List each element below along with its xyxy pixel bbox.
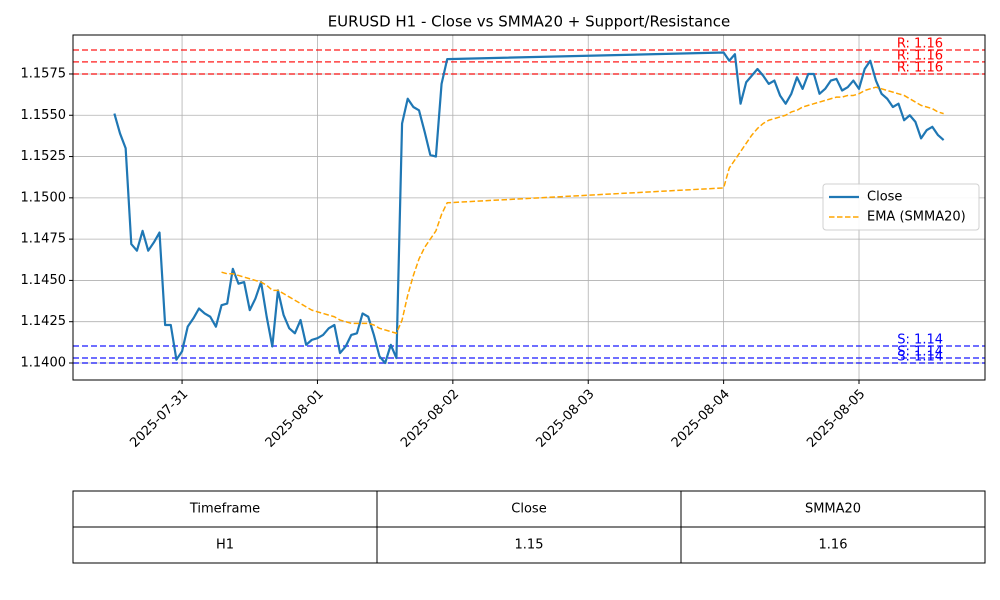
y-tick-label: 1.1550 — [21, 108, 67, 123]
table-cell-text: H1 — [216, 538, 234, 553]
legend-box — [822, 183, 980, 231]
table-cell — [376, 526, 682, 564]
y-tick-label: 1.1525 — [21, 149, 67, 164]
table-cell-text: 1.16 — [819, 538, 848, 553]
series-line — [221, 86, 944, 335]
series-line — [113, 51, 945, 365]
level-label: S: 1.14 — [897, 332, 943, 347]
level-label: R: 1.16 — [897, 60, 943, 75]
table-cell-text: Timeframe — [189, 502, 260, 517]
table-cell — [680, 526, 986, 564]
level-label: S: 1.14 — [897, 345, 943, 360]
y-tick-label: 1.1475 — [21, 232, 67, 247]
level-label: R: 1.16 — [897, 48, 943, 63]
y-tick-label: 1.1575 — [21, 66, 67, 81]
y-tick-label: 1.1450 — [21, 273, 67, 288]
y-tick-label: 1.1500 — [21, 190, 67, 205]
legend: Close EMA (SMMA20) — [822, 183, 980, 231]
legend-label: Close — [867, 190, 902, 205]
chart-title: EURUSD H1 - Close vs SMMA20 + Support/Re… — [328, 13, 731, 31]
legend-label: EMA (SMMA20) — [867, 210, 966, 225]
table-cell-text: 1.15 — [515, 538, 544, 553]
table-cell — [72, 490, 378, 528]
y-tick-label: 1.1425 — [21, 314, 67, 329]
table-cell-text: Close — [511, 502, 546, 517]
y-tick-label: 1.1400 — [21, 355, 67, 370]
plot-frame — [72, 34, 986, 381]
table-cell — [680, 490, 986, 528]
level-label: S: 1.14 — [897, 349, 943, 364]
table-cell — [376, 490, 682, 528]
level-label: R: 1.16 — [897, 37, 943, 52]
table-cell-text: SMMA20 — [805, 502, 861, 517]
